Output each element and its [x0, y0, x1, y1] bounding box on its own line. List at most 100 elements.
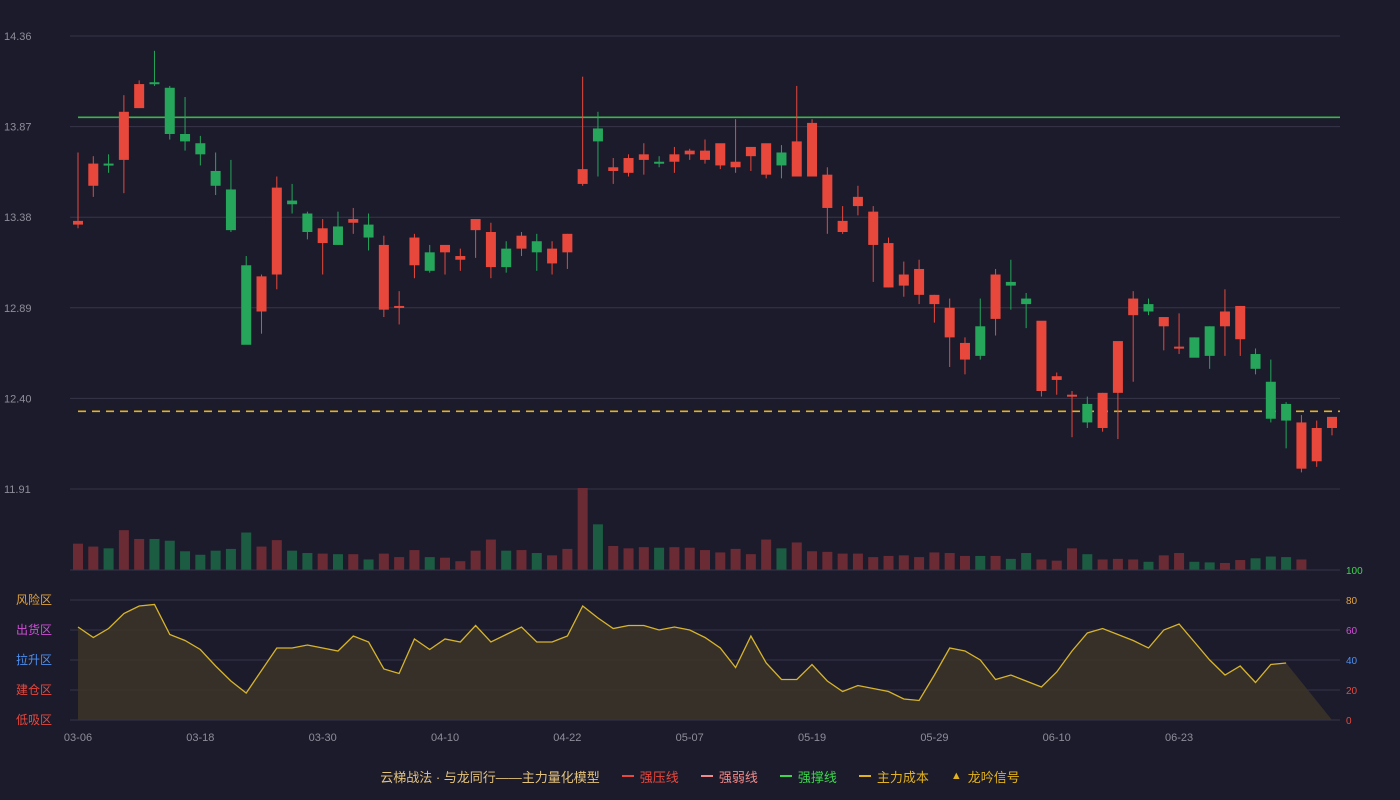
volume-bar: [241, 532, 252, 570]
candle-body: [210, 170, 221, 186]
candle-body: [1311, 427, 1322, 462]
volume-bar: [1051, 560, 1062, 570]
volume-bar: [638, 547, 649, 570]
legend-item-main-cost[interactable]: 主力成本: [858, 767, 929, 786]
date-tick-label: 05-29: [920, 732, 948, 744]
candle: [1296, 415, 1307, 473]
date-tick-label: 03-06: [64, 732, 92, 744]
oscillator-tick-label: 80: [1346, 596, 1358, 607]
volume-bar: [990, 555, 1001, 570]
candle: [1112, 341, 1123, 440]
volume-bar: [485, 539, 496, 570]
volume-bar: [409, 550, 420, 570]
candle-body: [1051, 376, 1062, 380]
candle: [363, 213, 374, 251]
volume-bar: [440, 557, 451, 570]
candle: [103, 154, 114, 173]
volume-bar: [501, 550, 512, 570]
volume-bar: [1128, 559, 1139, 570]
candle-body: [852, 196, 863, 207]
legend-label-dragon-signal: 龙吟信号: [967, 769, 1020, 785]
candle: [1265, 359, 1276, 423]
candle: [898, 261, 909, 297]
oscillator-tick-label: 100: [1346, 566, 1363, 577]
volume-bar: [684, 547, 695, 570]
candle-body: [332, 226, 343, 245]
candlestick-series: [73, 50, 1337, 473]
volume-bar: [547, 555, 558, 570]
candle-body: [1250, 354, 1261, 369]
candle: [164, 85, 175, 140]
candle: [241, 256, 252, 345]
price-tick-label: 11.91: [4, 484, 31, 496]
volume-bar: [944, 553, 955, 570]
candle: [975, 298, 986, 360]
candle: [149, 50, 160, 86]
volume-bar: [914, 557, 925, 570]
oscillator-zone-label: 风险区: [16, 592, 52, 607]
date-tick-label: 05-19: [798, 732, 826, 744]
candle: [700, 139, 710, 164]
price-grid: [70, 35, 1340, 490]
candle: [852, 185, 863, 216]
price-tick-label: 13.38: [4, 212, 32, 224]
legend-title-text: 云梯战法 · 与龙同行——主力量化模型: [380, 769, 600, 785]
candle: [1174, 313, 1185, 355]
candle: [730, 119, 741, 173]
candle: [455, 248, 466, 271]
candle-body: [73, 220, 83, 225]
candle: [929, 294, 940, 323]
volume-bar: [531, 553, 542, 570]
candle: [791, 85, 802, 177]
candle: [134, 80, 145, 109]
candle-body: [730, 161, 741, 168]
candle: [1005, 259, 1016, 310]
candle: [348, 207, 359, 234]
volume-bar: [1235, 560, 1246, 570]
candle: [1235, 305, 1246, 356]
candle: [1082, 396, 1093, 428]
legend-item-support-line[interactable]: 强撑线: [779, 767, 837, 786]
candle-body: [745, 146, 756, 157]
volume-bar: [149, 538, 160, 570]
candle-body: [1128, 298, 1139, 316]
candle-body: [562, 233, 573, 253]
oscillator-tick-label: 0: [1346, 716, 1352, 727]
legend-item-resistance-strong[interactable]: 强压线: [621, 767, 679, 786]
legend-item-strength-line[interactable]: 强弱线: [700, 767, 758, 786]
volume-bar: [807, 551, 818, 570]
candle-body: [883, 243, 894, 288]
legend-title: 云梯战法 · 与龙同行——主力量化模型: [380, 767, 600, 786]
price-tick-label: 14.36: [4, 31, 32, 43]
candle-body: [776, 152, 787, 166]
candle-body: [485, 231, 496, 268]
volume-bar: [1082, 554, 1093, 570]
price-tick-label: 12.89: [4, 303, 32, 315]
candle: [1250, 348, 1261, 375]
candle-body: [180, 133, 191, 142]
candle-body: [118, 111, 129, 160]
candle: [180, 97, 191, 151]
triangle-up-icon: ▲: [950, 770, 962, 782]
candle: [378, 235, 389, 318]
candle: [623, 154, 634, 177]
oscillator-series: [77, 603, 1332, 720]
volume-bar: [73, 543, 83, 570]
candle-body: [134, 84, 145, 109]
date-tick-label: 06-10: [1043, 732, 1071, 744]
candle-body: [1189, 337, 1200, 358]
date-tick-label: 04-10: [431, 732, 459, 744]
candle: [195, 135, 206, 166]
oscillator-tick-label: 40: [1346, 656, 1358, 667]
candle-body: [1082, 403, 1093, 423]
volume-bar: [608, 545, 619, 570]
volume-bar: [745, 554, 756, 570]
legend-item-dragon-signal[interactable]: ▲ 龙吟信号: [951, 767, 1020, 786]
candle-body: [791, 141, 802, 177]
volume-bar: [1265, 556, 1276, 570]
candle: [776, 145, 787, 179]
candle-body: [287, 200, 298, 205]
volume-bar: [975, 555, 986, 570]
volume-bar: [791, 542, 802, 570]
candle-body: [1036, 320, 1047, 392]
